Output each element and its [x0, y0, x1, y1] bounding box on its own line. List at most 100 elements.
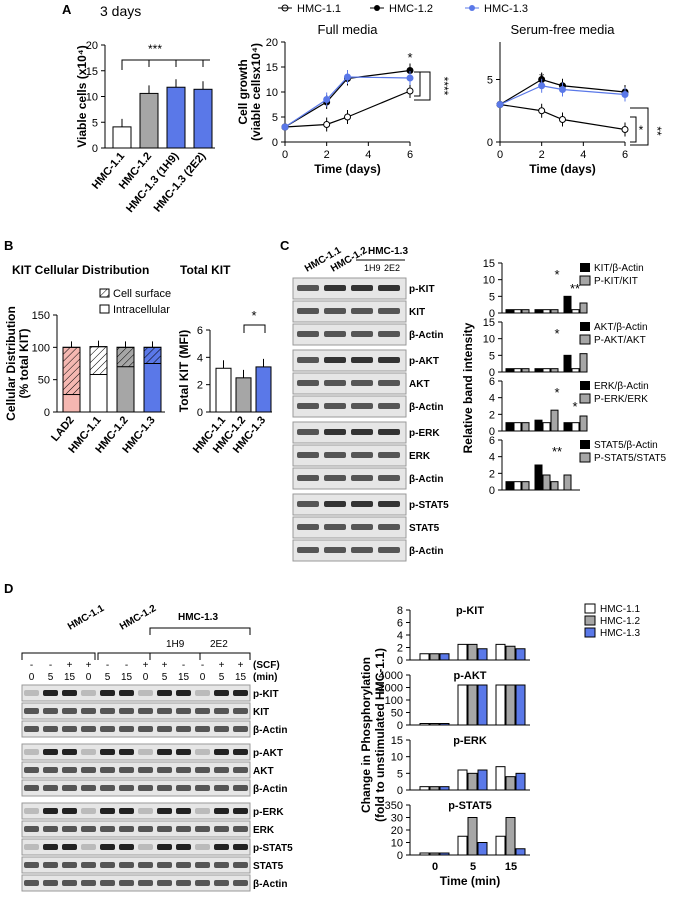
- blot-band: [351, 403, 373, 409]
- blot-band: [378, 524, 400, 530]
- blot-band: [324, 501, 346, 507]
- blot-band: [324, 331, 346, 337]
- bar: [515, 848, 526, 856]
- blot-band: [297, 501, 319, 507]
- blot-strip: [292, 349, 407, 372]
- blot-band: [233, 690, 248, 696]
- significance-mark: ***: [148, 42, 162, 56]
- significance-bracket: [630, 107, 649, 146]
- data-point: [496, 101, 504, 108]
- bar: [571, 309, 580, 314]
- blot-band: [378, 331, 400, 337]
- bar-surface: [62, 346, 81, 396]
- y-tick-label: 20: [266, 37, 278, 49]
- y-tick-label: 100: [385, 695, 403, 707]
- bar: [419, 852, 430, 856]
- blot-band: [81, 808, 96, 814]
- blot-band: [100, 862, 115, 868]
- blot-strip: [292, 300, 407, 323]
- blot-band: [214, 862, 229, 868]
- lane-label: 1H9: [364, 263, 381, 273]
- y-tick-label: 5: [487, 75, 493, 87]
- blot-band: [214, 844, 229, 850]
- blot-band: [157, 880, 172, 886]
- series-line: [284, 90, 411, 128]
- blot-band: [378, 429, 400, 435]
- significance-mark: *: [554, 326, 559, 341]
- legend-swatch: [579, 275, 591, 286]
- blot-band: [138, 808, 153, 814]
- panel-label-b: B: [4, 238, 13, 253]
- blot-band: [233, 880, 248, 886]
- y-tick-label: 0: [44, 407, 50, 419]
- legend-text-hmc11: HMC-1.1: [297, 3, 341, 15]
- blot-band: [214, 808, 229, 814]
- y-tick-label: 15: [266, 62, 278, 74]
- legend-swatch: [584, 627, 596, 638]
- blot-strip: [292, 467, 407, 490]
- y-axis-label: Viable cells (x10⁴): [75, 45, 89, 147]
- significance-bracket: [414, 71, 431, 101]
- blot-band: [100, 785, 115, 791]
- bar: [457, 835, 468, 856]
- min-label: (min): [253, 672, 277, 683]
- blot-band: [138, 826, 153, 832]
- blot-band: [24, 785, 39, 791]
- bar: [495, 766, 506, 791]
- bar: [193, 88, 213, 149]
- x-tick-label: 6: [407, 149, 413, 161]
- significance-mark: *: [407, 50, 412, 65]
- blot-band: [195, 862, 210, 868]
- y-tick-label: 5: [272, 112, 278, 124]
- blot-band: [176, 749, 191, 755]
- y-tick-label: 4: [197, 352, 203, 364]
- scf-label: (SCF): [253, 660, 280, 671]
- bar: [563, 295, 572, 314]
- y-tick-label: 10: [483, 334, 495, 346]
- blot-band: [157, 708, 172, 714]
- y-tick-label: 0: [397, 850, 403, 862]
- blot-band: [62, 844, 77, 850]
- blot-band: [297, 475, 319, 481]
- blot-band: [62, 826, 77, 832]
- blot-band: [24, 862, 39, 868]
- x-tick-label: 15: [505, 861, 517, 873]
- blot-band: [195, 844, 210, 850]
- blot-band: [176, 880, 191, 886]
- blot-strip: [21, 802, 251, 820]
- blot-strip: [292, 539, 407, 562]
- y-tick-label: 8: [397, 605, 403, 617]
- y-tick-label: 15: [391, 735, 403, 747]
- blot-band: [43, 785, 58, 791]
- bar: [505, 368, 514, 373]
- y-tick-label: 10: [266, 87, 278, 99]
- bar: [505, 817, 516, 856]
- minute-label: 5: [48, 672, 54, 683]
- b-title-distribution: KIT Cellular Distribution: [12, 263, 149, 277]
- bar: [563, 422, 572, 432]
- blot-band: [119, 880, 134, 886]
- bar: [112, 126, 132, 149]
- lane-label: 2E2: [384, 263, 400, 273]
- y-tick-label: 4: [489, 393, 495, 405]
- legend-swatch-surface: [99, 288, 110, 298]
- blot-band: [62, 690, 77, 696]
- blot-row-label: β-Actin: [253, 879, 287, 890]
- blot-band: [214, 726, 229, 732]
- y-tick-label: 5: [397, 768, 403, 780]
- y-tick-label: 0: [92, 143, 98, 155]
- blot-band: [176, 844, 191, 850]
- data-point: [559, 86, 566, 93]
- lane-brackets: [21, 652, 251, 660]
- blot-band: [233, 844, 248, 850]
- y-tick-label: 0: [397, 785, 403, 797]
- x-tick-label: 0: [497, 149, 503, 161]
- bar: [513, 422, 522, 432]
- y-axis-label: Total KIT (MFI): [177, 330, 191, 412]
- blot-band: [324, 475, 346, 481]
- blot-strip: [292, 323, 407, 346]
- y-tick-label: 15: [86, 66, 98, 78]
- minute-label: 0: [29, 672, 35, 683]
